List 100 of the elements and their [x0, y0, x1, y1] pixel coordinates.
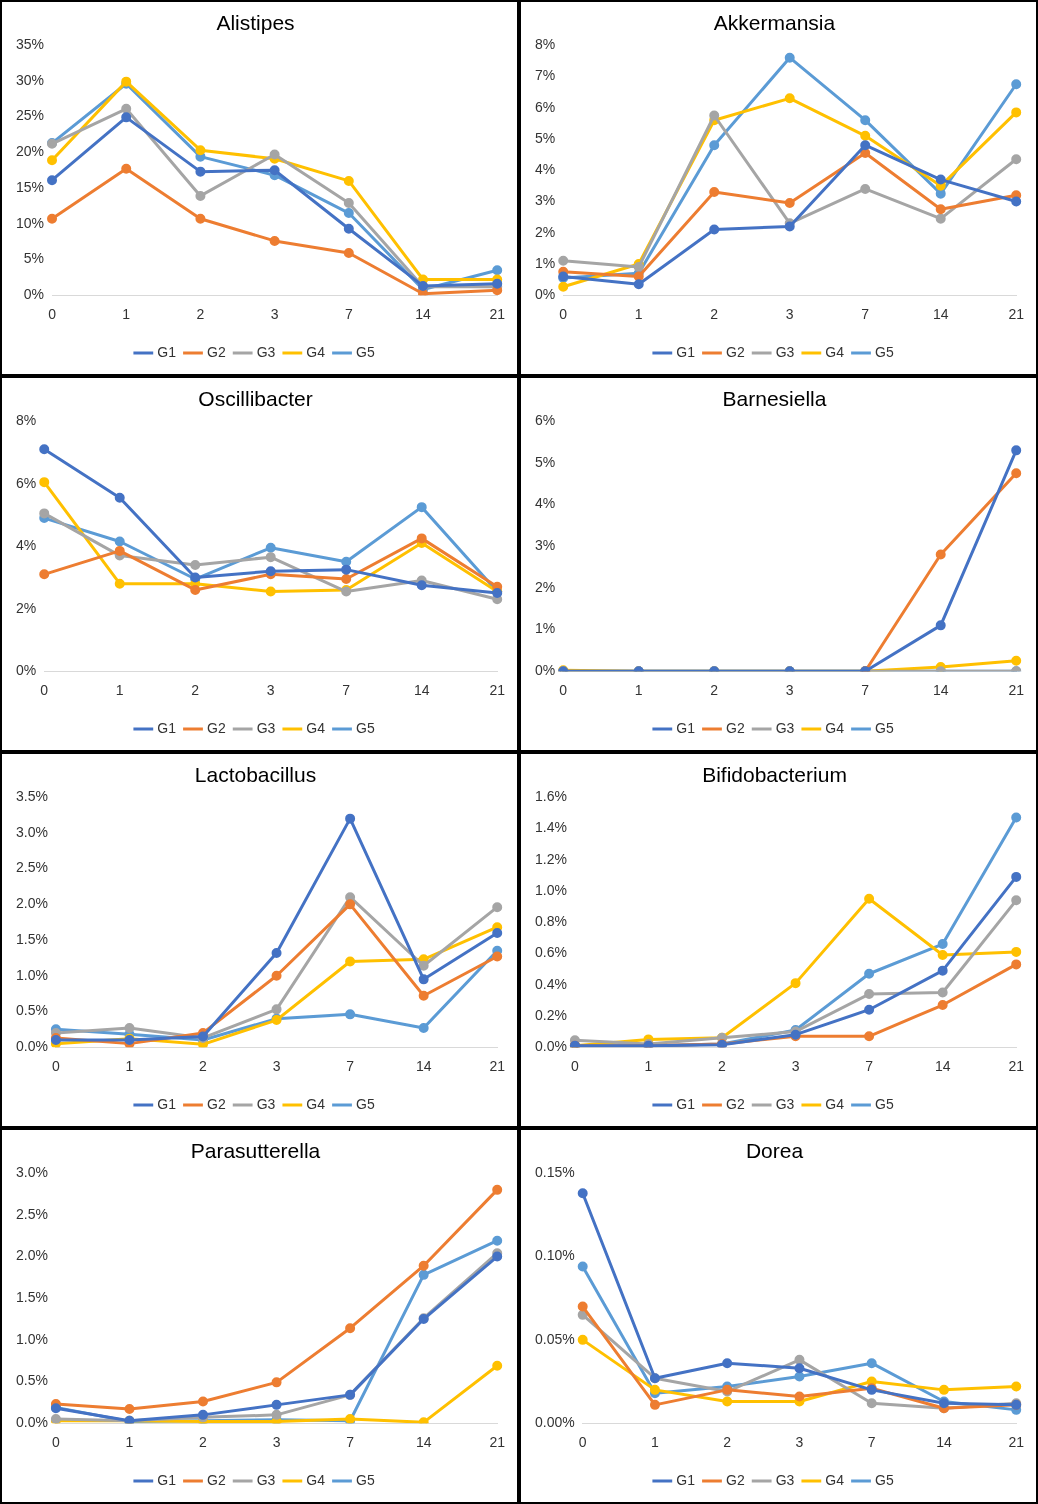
y-tick-label: 1% [535, 254, 556, 271]
x-tick-label: 0 [52, 1434, 61, 1451]
y-tick-label: 4% [535, 495, 556, 512]
x-tick-label: 7 [867, 1434, 876, 1451]
x-tick-label: 0 [48, 306, 57, 323]
chart-title: Parasutterella [190, 1139, 321, 1163]
y-tick-label: 0.05% [534, 1330, 575, 1347]
x-tick-label: 21 [1008, 682, 1025, 699]
legend-label: G5 [875, 719, 894, 736]
y-tick-label: 15% [15, 178, 45, 195]
legend-label: G5 [356, 343, 375, 360]
x-tick-label: 2 [710, 682, 719, 699]
x-tick-label: 1 [115, 682, 124, 699]
legend-label: G5 [356, 1471, 375, 1488]
y-tick-label: 3.5% [15, 788, 48, 805]
x-tick-label: 0 [559, 306, 568, 323]
y-tick-label: 2.0% [15, 895, 48, 912]
y-tick-label: 1.0% [15, 1330, 48, 1347]
y-tick-label: 3.0% [15, 1164, 48, 1181]
x-tick-label: 7 [861, 306, 870, 323]
legend-label: G5 [356, 1095, 375, 1112]
legend-label: G5 [356, 719, 375, 736]
y-tick-label: 0.15% [534, 1164, 575, 1181]
y-tick-label: 8% [16, 412, 37, 429]
chart-title: Oscillibacter [198, 387, 313, 411]
y-tick-label: 2% [535, 223, 556, 240]
legend-label: G1 [676, 1471, 696, 1488]
x-tick-label: 21 [489, 306, 506, 323]
x-tick-label: 7 [344, 306, 353, 323]
x-tick-label: 2 [199, 1058, 208, 1075]
x-tick-label: 1 [125, 1434, 134, 1451]
chart-title: Dorea [745, 1139, 804, 1163]
y-tick-label: 6% [16, 474, 37, 491]
legend-label: G5 [875, 1471, 894, 1488]
y-tick-label: 0.00% [534, 1414, 575, 1431]
legend-label: G2 [206, 1095, 226, 1112]
legend-label: G4 [825, 343, 845, 360]
legend-label: G2 [206, 719, 226, 736]
x-tick-label: 3 [795, 1434, 804, 1451]
y-tick-label: 0.0% [15, 1414, 48, 1431]
chart-title: Barnesiella [722, 387, 827, 411]
legend-label: G1 [157, 719, 177, 736]
x-tick-label: 1 [122, 306, 131, 323]
x-tick-label: 3 [266, 682, 275, 699]
x-tick-label: 1 [644, 1058, 653, 1075]
y-tick-label: 5% [535, 129, 556, 146]
x-tick-label: 3 [272, 1434, 281, 1451]
legend-label: G2 [206, 1471, 226, 1488]
legend-label: G1 [157, 1471, 177, 1488]
y-tick-label: 0.0% [534, 1038, 567, 1055]
x-tick-label: 2 [718, 1058, 727, 1075]
x-tick-label: 14 [932, 682, 949, 699]
legend-label: G2 [725, 343, 745, 360]
x-tick-label: 14 [413, 682, 430, 699]
x-tick-label: 0 [40, 682, 49, 699]
x-tick-label: 1 [651, 1434, 660, 1451]
chart-title: Akkermansia [713, 11, 836, 35]
x-tick-label: 21 [1008, 306, 1025, 323]
y-tick-label: 6% [535, 412, 556, 429]
y-tick-label: 30% [15, 71, 45, 88]
x-tick-label: 7 [346, 1058, 355, 1075]
y-tick-label: 2% [16, 599, 37, 616]
legend-label: G3 [256, 1095, 276, 1112]
chart-title: Alistipes [216, 11, 295, 35]
legend-label: G4 [825, 719, 845, 736]
y-tick-label: 0% [535, 662, 556, 679]
y-tick-label: 0.6% [534, 944, 567, 961]
x-tick-label: 21 [1008, 1434, 1025, 1451]
x-tick-label: 7 [865, 1058, 874, 1075]
chart-title: Lactobacillus [194, 763, 317, 787]
x-tick-label: 1 [634, 306, 643, 323]
y-tick-label: 1.6% [534, 788, 567, 805]
legend-label: G1 [157, 1095, 177, 1112]
y-tick-label: 4% [535, 161, 556, 178]
legend-label: G2 [206, 343, 226, 360]
legend-label: G2 [725, 1471, 745, 1488]
y-tick-label: 1.5% [15, 1289, 48, 1306]
x-tick-label: 21 [489, 1434, 506, 1451]
x-tick-label: 7 [861, 682, 870, 699]
legend-label: G3 [775, 719, 795, 736]
x-tick-label: 3 [785, 682, 794, 699]
legend-label: G4 [825, 1471, 845, 1488]
x-tick-label: 14 [415, 306, 432, 323]
x-tick-label: 3 [785, 306, 794, 323]
x-tick-label: 14 [934, 1058, 951, 1075]
y-tick-label: 0% [16, 662, 37, 679]
y-tick-label: 3% [535, 537, 556, 554]
y-tick-label: 1.0% [534, 881, 567, 898]
y-tick-label: 0.8% [534, 913, 567, 930]
x-tick-label: 3 [270, 306, 279, 323]
x-tick-label: 7 [346, 1434, 355, 1451]
y-tick-label: 5% [535, 453, 556, 470]
y-tick-label: 0.4% [534, 975, 567, 992]
y-tick-label: 1.2% [534, 850, 567, 867]
x-tick-label: 2 [191, 682, 200, 699]
y-tick-label: 8% [535, 36, 556, 53]
legend-label: G3 [256, 1471, 276, 1488]
y-tick-label: 10% [15, 214, 45, 231]
legend-label: G2 [725, 1095, 745, 1112]
y-tick-label: 2% [535, 578, 556, 595]
